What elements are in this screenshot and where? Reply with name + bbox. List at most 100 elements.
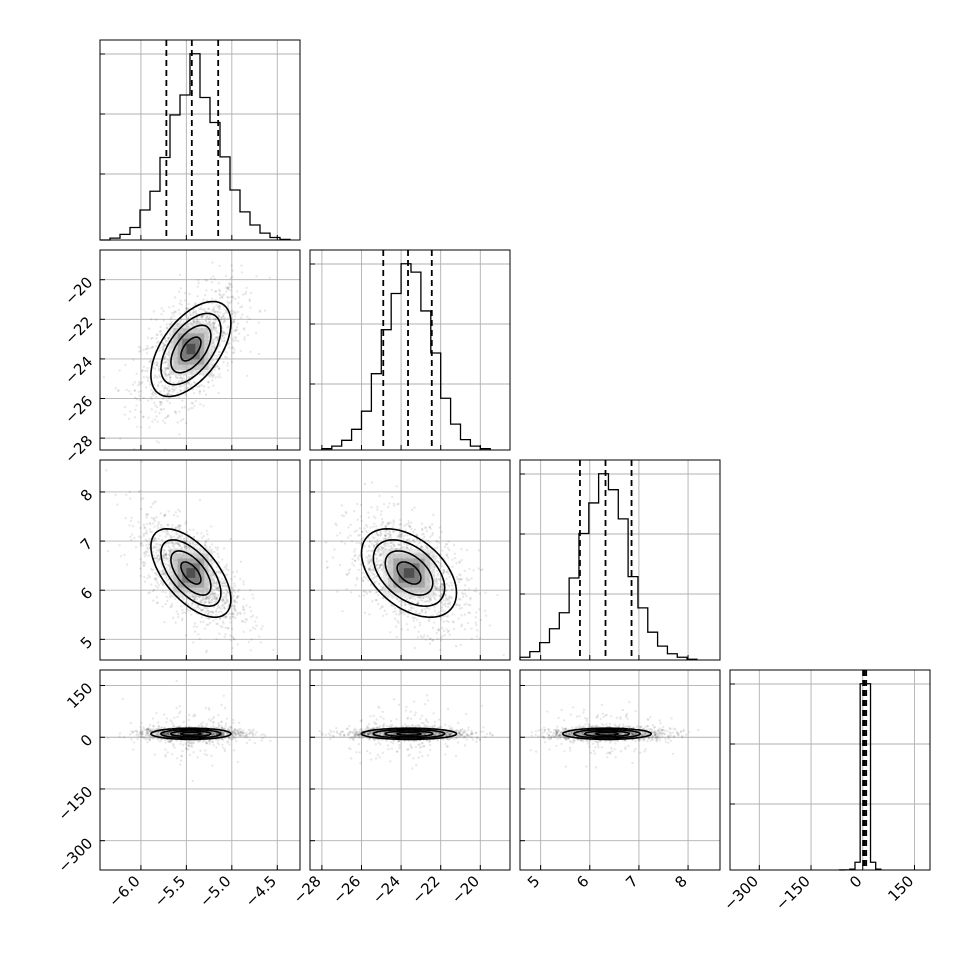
scatter-panel-0-1-point — [244, 292, 247, 296]
scatter-panel-0-2-point — [192, 528, 195, 531]
scatter-panel-0-3-point — [233, 728, 237, 731]
scatter-panel-1-2-point — [372, 569, 375, 572]
scatter-panel-1-2-point — [358, 541, 361, 545]
scatter-panel-0-2-point — [209, 601, 212, 604]
scatter-panel-0-2-point — [184, 634, 188, 637]
scatter-panel-0-1-point — [168, 402, 172, 405]
scatter-panel-1-2-point — [365, 556, 368, 559]
scatter-panel-0-2-point — [244, 618, 247, 621]
scatter-panel-0-1-point — [207, 317, 210, 321]
scatter-panel-0-1-point — [226, 369, 230, 372]
scatter-panel-1-2-point — [393, 617, 397, 620]
scatter-panel-0-1-point — [155, 440, 158, 443]
scatter-panel-1-2-point — [370, 558, 373, 561]
scatter-panel-0-1-point — [202, 385, 206, 388]
scatter-panel-0-1-point — [199, 315, 203, 318]
scatter-panel-0-2-point — [151, 540, 155, 543]
scatter-panel-0-2-point — [143, 551, 147, 554]
scatter-panel-0-1-point — [166, 358, 169, 362]
scatter-panel-0-2-point — [166, 523, 170, 527]
scatter-panel-0-2-point — [225, 598, 228, 602]
scatter-panel-1-2-point — [431, 533, 434, 537]
scatter-panel-1-2-point — [407, 608, 411, 612]
scatter-panel-0-2-point — [215, 622, 218, 626]
scatter-panel-0-2-point — [215, 613, 218, 616]
scatter-panel-1-2-point — [345, 572, 349, 576]
scatter-panel-0-2-point — [225, 615, 228, 619]
scatter-panel-0-1-point — [222, 336, 226, 340]
scatter-panel-0-1-point — [218, 367, 221, 370]
scatter-panel-1-2-point — [353, 550, 356, 553]
scatter-panel-0-3-point — [147, 729, 150, 733]
scatter-panel-0-2-point — [220, 600, 224, 603]
scatter-panel-1-2-point — [397, 621, 400, 624]
scatter-panel-0-2-point — [167, 542, 170, 545]
scatter-panel-0-2-point — [155, 545, 159, 549]
scatter-panel-1-2-point — [448, 600, 451, 603]
scatter-panel-0-2-point — [177, 534, 181, 537]
scatter-panel-1-2-point — [384, 525, 387, 528]
scatter-panel-1-2-point — [442, 598, 445, 602]
scatter-panel-0-1-point — [244, 290, 248, 294]
scatter-panel-0-2-point — [175, 542, 179, 545]
scatter-panel-1-2-point — [392, 502, 395, 505]
scatter-panel-1-2-point — [438, 587, 442, 591]
scatter-panel-0-2-point — [191, 542, 195, 546]
scatter-panel-0-2-point — [204, 541, 207, 545]
scatter-panel-0-2-point — [177, 524, 180, 527]
scatter-panel-0-3-point — [139, 731, 142, 734]
scatter-panel-0-2-point — [232, 637, 235, 640]
scatter-panel-0-2-point — [224, 626, 227, 629]
scatter-panel-0-2-point — [237, 594, 240, 598]
scatter-panel-1-2-point — [410, 521, 413, 524]
scatter-panel-0-1-point — [118, 437, 122, 440]
scatter-panel-0-2-point — [214, 581, 218, 585]
scatter-panel-0-1-point — [241, 313, 244, 316]
scatter-panel-0-1-point — [216, 375, 220, 378]
scatter-panel-0-2-point — [260, 627, 263, 631]
scatter-panel-0-2-point — [233, 609, 237, 612]
scatter-panel-0-2-point — [166, 530, 169, 534]
scatter-panel-0-2-point — [216, 586, 220, 589]
scatter-panel-0-2-point — [139, 542, 143, 545]
scatter-panel-0-2-point — [223, 602, 226, 606]
scatter-panel-0-1-point — [189, 385, 192, 388]
scatter-panel-0-2-point — [179, 524, 182, 528]
scatter-panel-1-2-point — [446, 602, 450, 605]
scatter-panel-1-2-point — [397, 502, 400, 506]
scatter-panel-0-1-point — [208, 316, 211, 319]
scatter-panel-0-1-point — [217, 368, 221, 371]
scatter-panel-1-2-point — [367, 536, 370, 540]
scatter-panel-1-2-point — [444, 599, 447, 603]
scatter-panel-0-2-point — [147, 574, 150, 577]
scatter-panel-1-2-point — [380, 548, 384, 551]
scatter-panel-0-3-point — [188, 741, 191, 745]
scatter-panel-0-3-point — [168, 739, 171, 743]
scatter-panel-0-1-point — [207, 386, 210, 389]
scatter-panel-0-3-point — [135, 730, 139, 734]
scatter-panel-1-2-point — [375, 563, 379, 567]
scatter-panel-1-2-point — [395, 625, 398, 628]
scatter-panel-0-3-point — [237, 728, 241, 731]
scatter-panel-0-3-point — [228, 736, 231, 739]
scatter-panel-0-1-point — [210, 297, 214, 300]
scatter-panel-0-1-point — [154, 392, 157, 396]
scatter-panel-0-3-point — [231, 730, 234, 733]
scatter-panel-1-2-point — [451, 620, 454, 623]
scatter-panel-1-2-point — [367, 579, 370, 582]
scatter-panel-0-1-point — [226, 300, 229, 303]
scatter-panel-0-2-point — [165, 599, 169, 603]
scatter-panel-0-2-point — [200, 609, 203, 612]
scatter-panel-0-2-point — [155, 554, 159, 557]
scatter-panel-0-2-point — [176, 542, 180, 545]
scatter-panel-0-2-point — [131, 533, 134, 536]
scatter-panel-0-3-point — [239, 730, 242, 733]
scatter-panel-1-2-point — [417, 630, 420, 634]
scatter-panel-0-1-point — [178, 410, 181, 413]
scatter-panel-1-2-point — [371, 536, 375, 539]
scatter-panel-0-3-point — [242, 731, 245, 735]
scatter-panel-0-1-point — [142, 415, 145, 419]
scatter-panel-0-1-point — [174, 410, 177, 414]
scatter-panel-0-1-point — [163, 389, 166, 393]
scatter-panel-0-1-point — [164, 367, 168, 370]
